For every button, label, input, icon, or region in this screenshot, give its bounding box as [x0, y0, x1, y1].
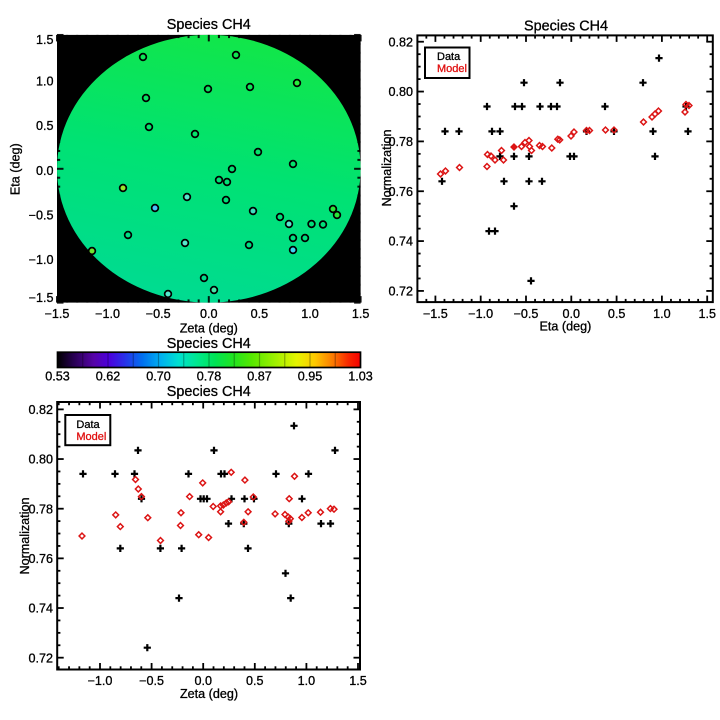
svg-text:Normalization: Normalization — [380, 130, 394, 207]
svg-text:1.5: 1.5 — [36, 33, 54, 47]
svg-text:0.74: 0.74 — [28, 602, 53, 616]
svg-text:0.82: 0.82 — [28, 403, 53, 417]
svg-text:0.87: 0.87 — [247, 370, 272, 384]
svg-text:Data: Data — [76, 419, 100, 431]
svg-text:Zeta (deg): Zeta (deg) — [180, 321, 238, 335]
svg-text:−1.0: −1.0 — [29, 253, 54, 267]
svg-text:0.53: 0.53 — [45, 370, 70, 384]
svg-text:1.0: 1.0 — [298, 674, 316, 688]
svg-text:0.78: 0.78 — [388, 135, 413, 149]
svg-text:0.0: 0.0 — [563, 307, 581, 321]
svg-text:0.72: 0.72 — [28, 651, 53, 665]
svg-text:−0.5: −0.5 — [139, 674, 164, 688]
svg-text:0.76: 0.76 — [28, 552, 53, 566]
svg-text:Normalization: Normalization — [18, 498, 32, 575]
svg-text:−1.0: −1.0 — [468, 307, 493, 321]
svg-text:0.78: 0.78 — [197, 370, 222, 384]
svg-text:Species CH4: Species CH4 — [167, 384, 251, 400]
svg-text:0.78: 0.78 — [28, 502, 53, 516]
svg-text:0.5: 0.5 — [246, 674, 264, 688]
svg-text:1.5: 1.5 — [698, 307, 716, 321]
svg-text:1.0: 1.0 — [301, 307, 319, 321]
svg-text:0.76: 0.76 — [388, 185, 413, 199]
svg-text:−1.0: −1.0 — [88, 674, 113, 688]
svg-text:Zeta (deg): Zeta (deg) — [180, 687, 238, 701]
svg-text:0.95: 0.95 — [298, 370, 323, 384]
svg-text:0.0: 0.0 — [36, 164, 54, 178]
svg-text:0.72: 0.72 — [388, 285, 413, 299]
svg-text:Species CH4: Species CH4 — [167, 336, 251, 352]
svg-text:0.82: 0.82 — [388, 35, 413, 49]
svg-text:0.5: 0.5 — [36, 119, 54, 133]
svg-text:0.80: 0.80 — [28, 453, 53, 467]
svg-text:1.0: 1.0 — [653, 307, 671, 321]
svg-text:0.5: 0.5 — [608, 307, 626, 321]
svg-text:1.5: 1.5 — [352, 307, 370, 321]
svg-text:−0.5: −0.5 — [146, 307, 171, 321]
svg-text:0.0: 0.0 — [194, 674, 212, 688]
svg-text:Eta (deg): Eta (deg) — [539, 319, 591, 333]
svg-text:Data: Data — [437, 51, 461, 63]
svg-text:−1.5: −1.5 — [45, 307, 70, 321]
svg-text:Species CH4: Species CH4 — [167, 17, 251, 33]
svg-text:0.70: 0.70 — [146, 370, 171, 384]
svg-text:Model: Model — [437, 63, 467, 75]
svg-text:−1.5: −1.5 — [29, 291, 54, 305]
svg-text:−0.5: −0.5 — [514, 307, 539, 321]
svg-text:0.80: 0.80 — [388, 85, 413, 99]
svg-text:−1.5: −1.5 — [423, 307, 448, 321]
svg-text:0.5: 0.5 — [251, 307, 269, 321]
svg-text:0.62: 0.62 — [96, 370, 121, 384]
svg-text:1.03: 1.03 — [348, 370, 373, 384]
svg-text:Species CH4: Species CH4 — [524, 18, 608, 34]
svg-text:Model: Model — [76, 431, 106, 443]
svg-text:0.74: 0.74 — [388, 235, 413, 249]
svg-text:Eta (deg): Eta (deg) — [9, 143, 23, 195]
svg-text:0.0: 0.0 — [200, 307, 218, 321]
svg-text:−0.5: −0.5 — [29, 208, 54, 222]
svg-text:−1.0: −1.0 — [95, 307, 120, 321]
svg-text:1.5: 1.5 — [349, 674, 367, 688]
svg-text:1.0: 1.0 — [36, 75, 54, 89]
